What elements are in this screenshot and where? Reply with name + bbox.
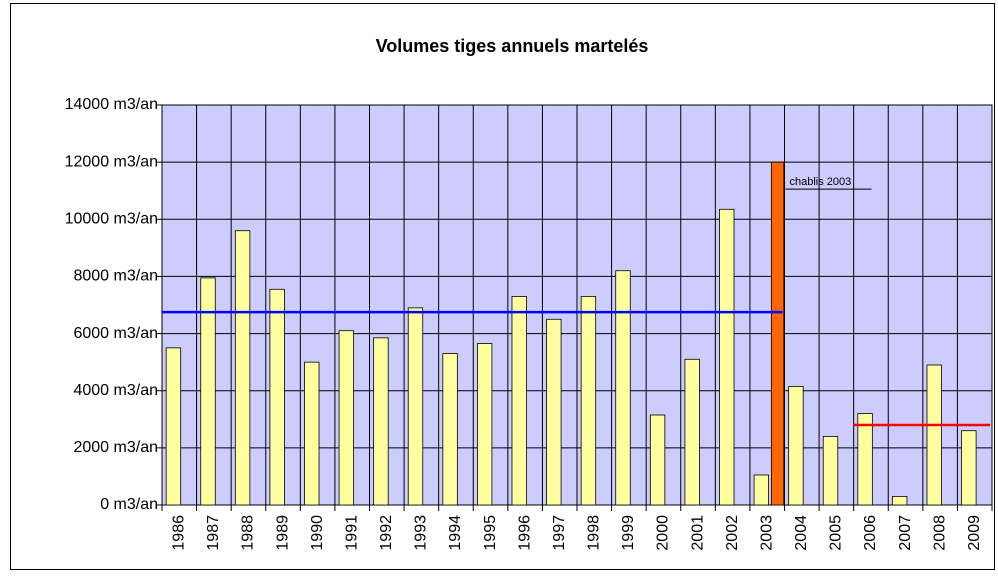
x-tick-label: 1988 <box>240 515 257 551</box>
chart-title: Volumes tiges annuels martelés <box>376 36 649 56</box>
x-tick-label: 2008 <box>931 515 948 551</box>
bar <box>857 413 873 506</box>
x-tick-label: 1990 <box>309 515 326 551</box>
bar <box>511 296 527 506</box>
x-tick-label: 1996 <box>516 515 533 551</box>
bar <box>476 343 493 506</box>
x-tick-label: 2004 <box>793 515 810 551</box>
bar <box>684 358 700 506</box>
bar <box>770 161 785 506</box>
x-tick-label: 2005 <box>828 515 845 551</box>
x-tick-label: 2000 <box>655 515 672 551</box>
bar <box>407 307 424 506</box>
x-tick-label: 1989 <box>274 515 291 551</box>
x-tick-label: 1994 <box>447 515 464 551</box>
x-tick-label: 2007 <box>897 515 914 551</box>
bar <box>234 230 251 506</box>
x-tick-label: 1999 <box>620 515 637 551</box>
x-tick-label: 2003 <box>758 515 775 551</box>
x-tick-label: 2001 <box>689 515 706 551</box>
bar <box>304 361 320 506</box>
y-tick-label: 6000 m3/an <box>73 325 158 342</box>
y-tick-label: 14000 m3/an <box>65 96 158 113</box>
x-tick-label: 2006 <box>862 515 879 551</box>
bar <box>546 318 562 506</box>
bar <box>580 296 597 506</box>
x-tick-label: 1998 <box>586 515 603 551</box>
bar <box>961 430 977 506</box>
bar <box>373 337 389 506</box>
bar <box>442 353 458 506</box>
bar <box>719 208 735 506</box>
bar <box>649 414 666 506</box>
y-tick-label: 10000 m3/an <box>65 211 158 228</box>
x-tick-label: 1987 <box>205 515 222 551</box>
x-tick-label: 1986 <box>171 515 188 551</box>
x-tick-label: 2002 <box>724 515 741 551</box>
x-tick-label: 2009 <box>966 515 983 551</box>
bar <box>200 277 216 506</box>
bar <box>338 330 354 506</box>
annotation: chablis 2003 <box>790 176 852 188</box>
bar <box>753 474 769 506</box>
bar <box>269 288 285 506</box>
bar <box>788 386 804 506</box>
bar <box>615 270 631 506</box>
x-tick-label: 1993 <box>413 515 430 551</box>
x-tick-label: 1991 <box>343 515 360 551</box>
bar <box>165 347 182 506</box>
y-tick-label: 4000 m3/an <box>73 382 158 399</box>
bar <box>892 496 908 506</box>
y-tick-label: 8000 m3/an <box>73 268 158 285</box>
y-tick-label: 12000 m3/an <box>65 153 158 170</box>
x-tick-label: 1997 <box>551 515 568 551</box>
y-tick-label: 2000 m3/an <box>73 439 158 456</box>
y-tick-label: 0 m3/an <box>100 496 158 513</box>
x-tick-label: 1995 <box>482 515 499 551</box>
x-tick-label: 1992 <box>378 515 395 551</box>
bar <box>822 436 839 506</box>
bar <box>926 364 942 506</box>
